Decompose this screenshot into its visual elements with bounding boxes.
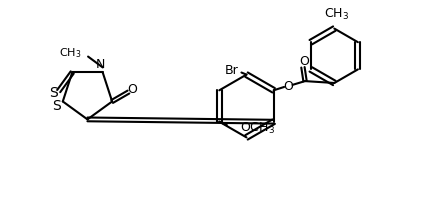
Text: CH$_3$: CH$_3$	[324, 7, 349, 22]
Text: O: O	[128, 84, 138, 96]
Text: Br: Br	[225, 64, 239, 77]
Text: CH$_3$: CH$_3$	[59, 46, 82, 60]
Text: OCH$_3$: OCH$_3$	[240, 120, 275, 135]
Text: O: O	[283, 80, 293, 93]
Text: S: S	[52, 99, 61, 113]
Text: O: O	[299, 54, 309, 67]
Text: N: N	[96, 59, 105, 71]
Text: S: S	[49, 86, 58, 100]
